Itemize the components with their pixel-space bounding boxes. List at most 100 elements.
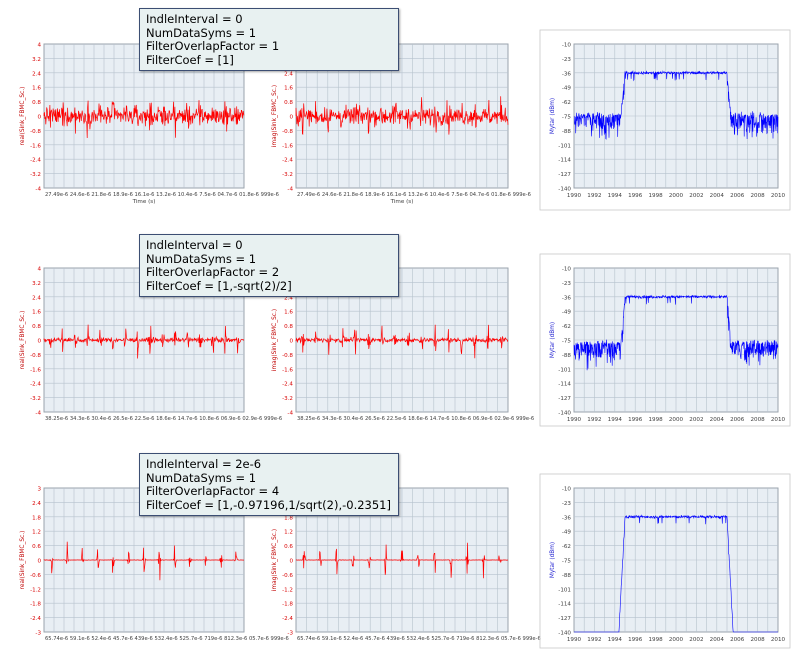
x-tick-label: 2006 <box>730 637 745 643</box>
y-tick-label: 2.4 <box>284 71 293 77</box>
x-tick-label: 1996 <box>628 637 643 643</box>
y-tick-label: -0.8 <box>30 129 41 135</box>
y-tick-label: -10 <box>562 267 572 273</box>
y-tick-label: -1.2 <box>282 587 293 593</box>
y-tick-label: 4 <box>37 267 41 273</box>
x-tick-labels: 65.74e-6 59.1e-6 52.4e-6 45.7e-6 439e-6 … <box>45 636 289 642</box>
annotation-line: FilterCoef = [1] <box>146 52 234 67</box>
y-tick-label: -88 <box>562 129 572 135</box>
annotation-box-2: IndleInterval = 0 NumDataSyms = 1 Filter… <box>139 234 399 298</box>
annotation-line: NumDataSyms = 1 <box>146 251 257 266</box>
x-tick-label: 2010 <box>771 417 786 423</box>
y-tick-label: -1.6 <box>282 143 293 149</box>
signal-trace <box>295 542 509 579</box>
y-tick-label: -2.4 <box>282 158 293 164</box>
y-tick-label: 1.6 <box>284 86 293 92</box>
y-tick-label: 2.4 <box>32 295 41 301</box>
y-tick-label: 3 <box>37 487 41 493</box>
x-tick-label: 1998 <box>648 417 663 423</box>
signal-trace <box>295 96 509 136</box>
y-tick-label: 0.8 <box>284 324 293 330</box>
x-tick-label: 1994 <box>608 193 623 199</box>
y-tick-label: -127 <box>558 396 571 402</box>
y-tick-label: -62 <box>562 324 571 330</box>
annotation-line: FilterOverlapFactor = 2 <box>146 265 280 280</box>
y-tick-label: -1.6 <box>282 367 293 373</box>
y-tick-label: -2.4 <box>282 616 293 622</box>
y-tick-label: -101 <box>558 367 571 373</box>
annotation-line: NumDataSyms = 1 <box>146 470 257 485</box>
spectrum-trace <box>574 514 778 633</box>
y-axis-label: imag(Sink_FBMC_Sc.) <box>272 529 278 591</box>
y-tick-label: -114 <box>558 158 571 164</box>
y-tick-label: 1.8 <box>284 515 293 521</box>
y-tick-label: 1.6 <box>32 310 41 316</box>
signal-trace <box>43 100 245 139</box>
y-tick-label: -23 <box>562 501 572 507</box>
y-axis-label: real(Sink_FBMC_Sc.) <box>20 531 26 590</box>
annotation-line: IndleInterval = 0 <box>146 12 243 26</box>
spectrum-panel-row-1: -10 -23 -36 -49 -62 -75 -88 -101 -114 -127 -140 Myt… <box>550 43 786 200</box>
annotation-box-3: IndleInterval = 2e-6 NumDataSyms = 1 Fil… <box>139 453 399 517</box>
y-tick-label: -4 <box>35 411 41 417</box>
x-tick-label: 2002 <box>689 637 703 643</box>
x-tick-label: 1992 <box>587 193 601 199</box>
y-tick-label: 1.2 <box>284 530 293 536</box>
y-tick-label: -140 <box>558 411 571 417</box>
x-tick-label: 1992 <box>587 637 601 643</box>
x-tick-label: 2008 <box>750 637 765 643</box>
x-tick-label: 1990 <box>567 417 582 423</box>
y-tick-label: 1.8 <box>32 515 41 521</box>
x-tick-label: 2008 <box>750 417 765 423</box>
y-tick-label: -101 <box>558 143 571 149</box>
y-tick-label: 0.6 <box>32 544 41 550</box>
x-tick-label: 1996 <box>628 193 643 199</box>
x-tick-labels: 38.25e-6 34.3e-6 30.4e-6 26.5e-6 22.5e-6… <box>297 416 534 422</box>
y-tick-label: 1.2 <box>32 530 41 536</box>
y-tick-label: -36 <box>562 71 572 77</box>
y-tick-label: -23 <box>562 281 572 287</box>
y-tick-label: -4 <box>35 187 41 193</box>
y-tick-label: 0 <box>289 339 293 345</box>
y-tick-label: -2.4 <box>282 382 293 388</box>
y-tick-label: -75 <box>562 339 572 345</box>
x-tick-labels: 38.25e-6 34.3e-6 30.4e-6 26.5e-6 22.5e-6… <box>45 416 282 422</box>
x-tick-label: 1992 <box>587 417 601 423</box>
y-tick-label: 2.4 <box>32 501 41 507</box>
y-axis-label: Mytar (dBm) <box>550 542 556 578</box>
x-tick-label: 1990 <box>567 637 582 643</box>
y-tick-label: -36 <box>562 515 572 521</box>
x-tick-label: 2006 <box>730 417 745 423</box>
y-axis-label: real(Sink_FBMC_Sc.) <box>20 87 26 146</box>
y-tick-label: -10 <box>562 43 572 49</box>
spectrum-trace <box>573 70 779 140</box>
x-tick-label: 2000 <box>669 193 684 199</box>
panel-frame <box>539 29 791 211</box>
y-tick-label: 0 <box>289 115 293 121</box>
y-tick-label: -3 <box>35 631 41 637</box>
y-tick-label: -3.2 <box>282 396 293 402</box>
y-tick-label: -0.6 <box>282 573 293 579</box>
y-tick-label: -140 <box>558 631 571 637</box>
y-tick-label: 0.8 <box>32 100 41 106</box>
y-tick-label: 1.6 <box>284 310 293 316</box>
y-tick-label: -62 <box>562 100 571 106</box>
y-tick-label: -4 <box>287 411 293 417</box>
annotation-box-1: IndleInterval = 0 NumDataSyms = 1 Filter… <box>139 8 399 72</box>
y-tick-label: 0 <box>289 559 293 565</box>
y-tick-label: -88 <box>562 573 572 579</box>
signal-trace <box>43 541 244 581</box>
x-tick-label: 2008 <box>750 193 765 199</box>
y-tick-label: 0 <box>37 115 41 121</box>
annotation-line: NumDataSyms = 1 <box>146 25 257 40</box>
x-tick-label: 1994 <box>608 417 623 423</box>
x-tick-label: 1994 <box>608 637 623 643</box>
y-tick-label: -1.8 <box>282 602 293 608</box>
x-tick-label: 2002 <box>689 417 703 423</box>
y-tick-label: -1.6 <box>30 367 41 373</box>
y-tick-label: 4 <box>37 43 41 49</box>
y-tick-label: -1.6 <box>30 143 41 149</box>
x-tick-label: 2006 <box>730 193 745 199</box>
y-axis-label: real(Sink_FBMC_Sc.) <box>20 311 26 370</box>
y-tick-label: 0 <box>37 559 41 565</box>
